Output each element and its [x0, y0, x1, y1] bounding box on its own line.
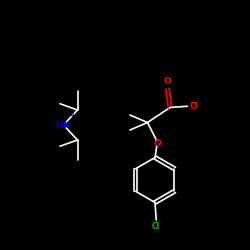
- Text: O: O: [154, 139, 162, 148]
- Text: O: O: [189, 102, 197, 111]
- Text: O: O: [164, 77, 171, 86]
- Text: +: +: [69, 112, 75, 120]
- Text: Cl: Cl: [152, 222, 160, 231]
- Text: −: −: [190, 98, 198, 108]
- Text: HN: HN: [55, 120, 70, 130]
